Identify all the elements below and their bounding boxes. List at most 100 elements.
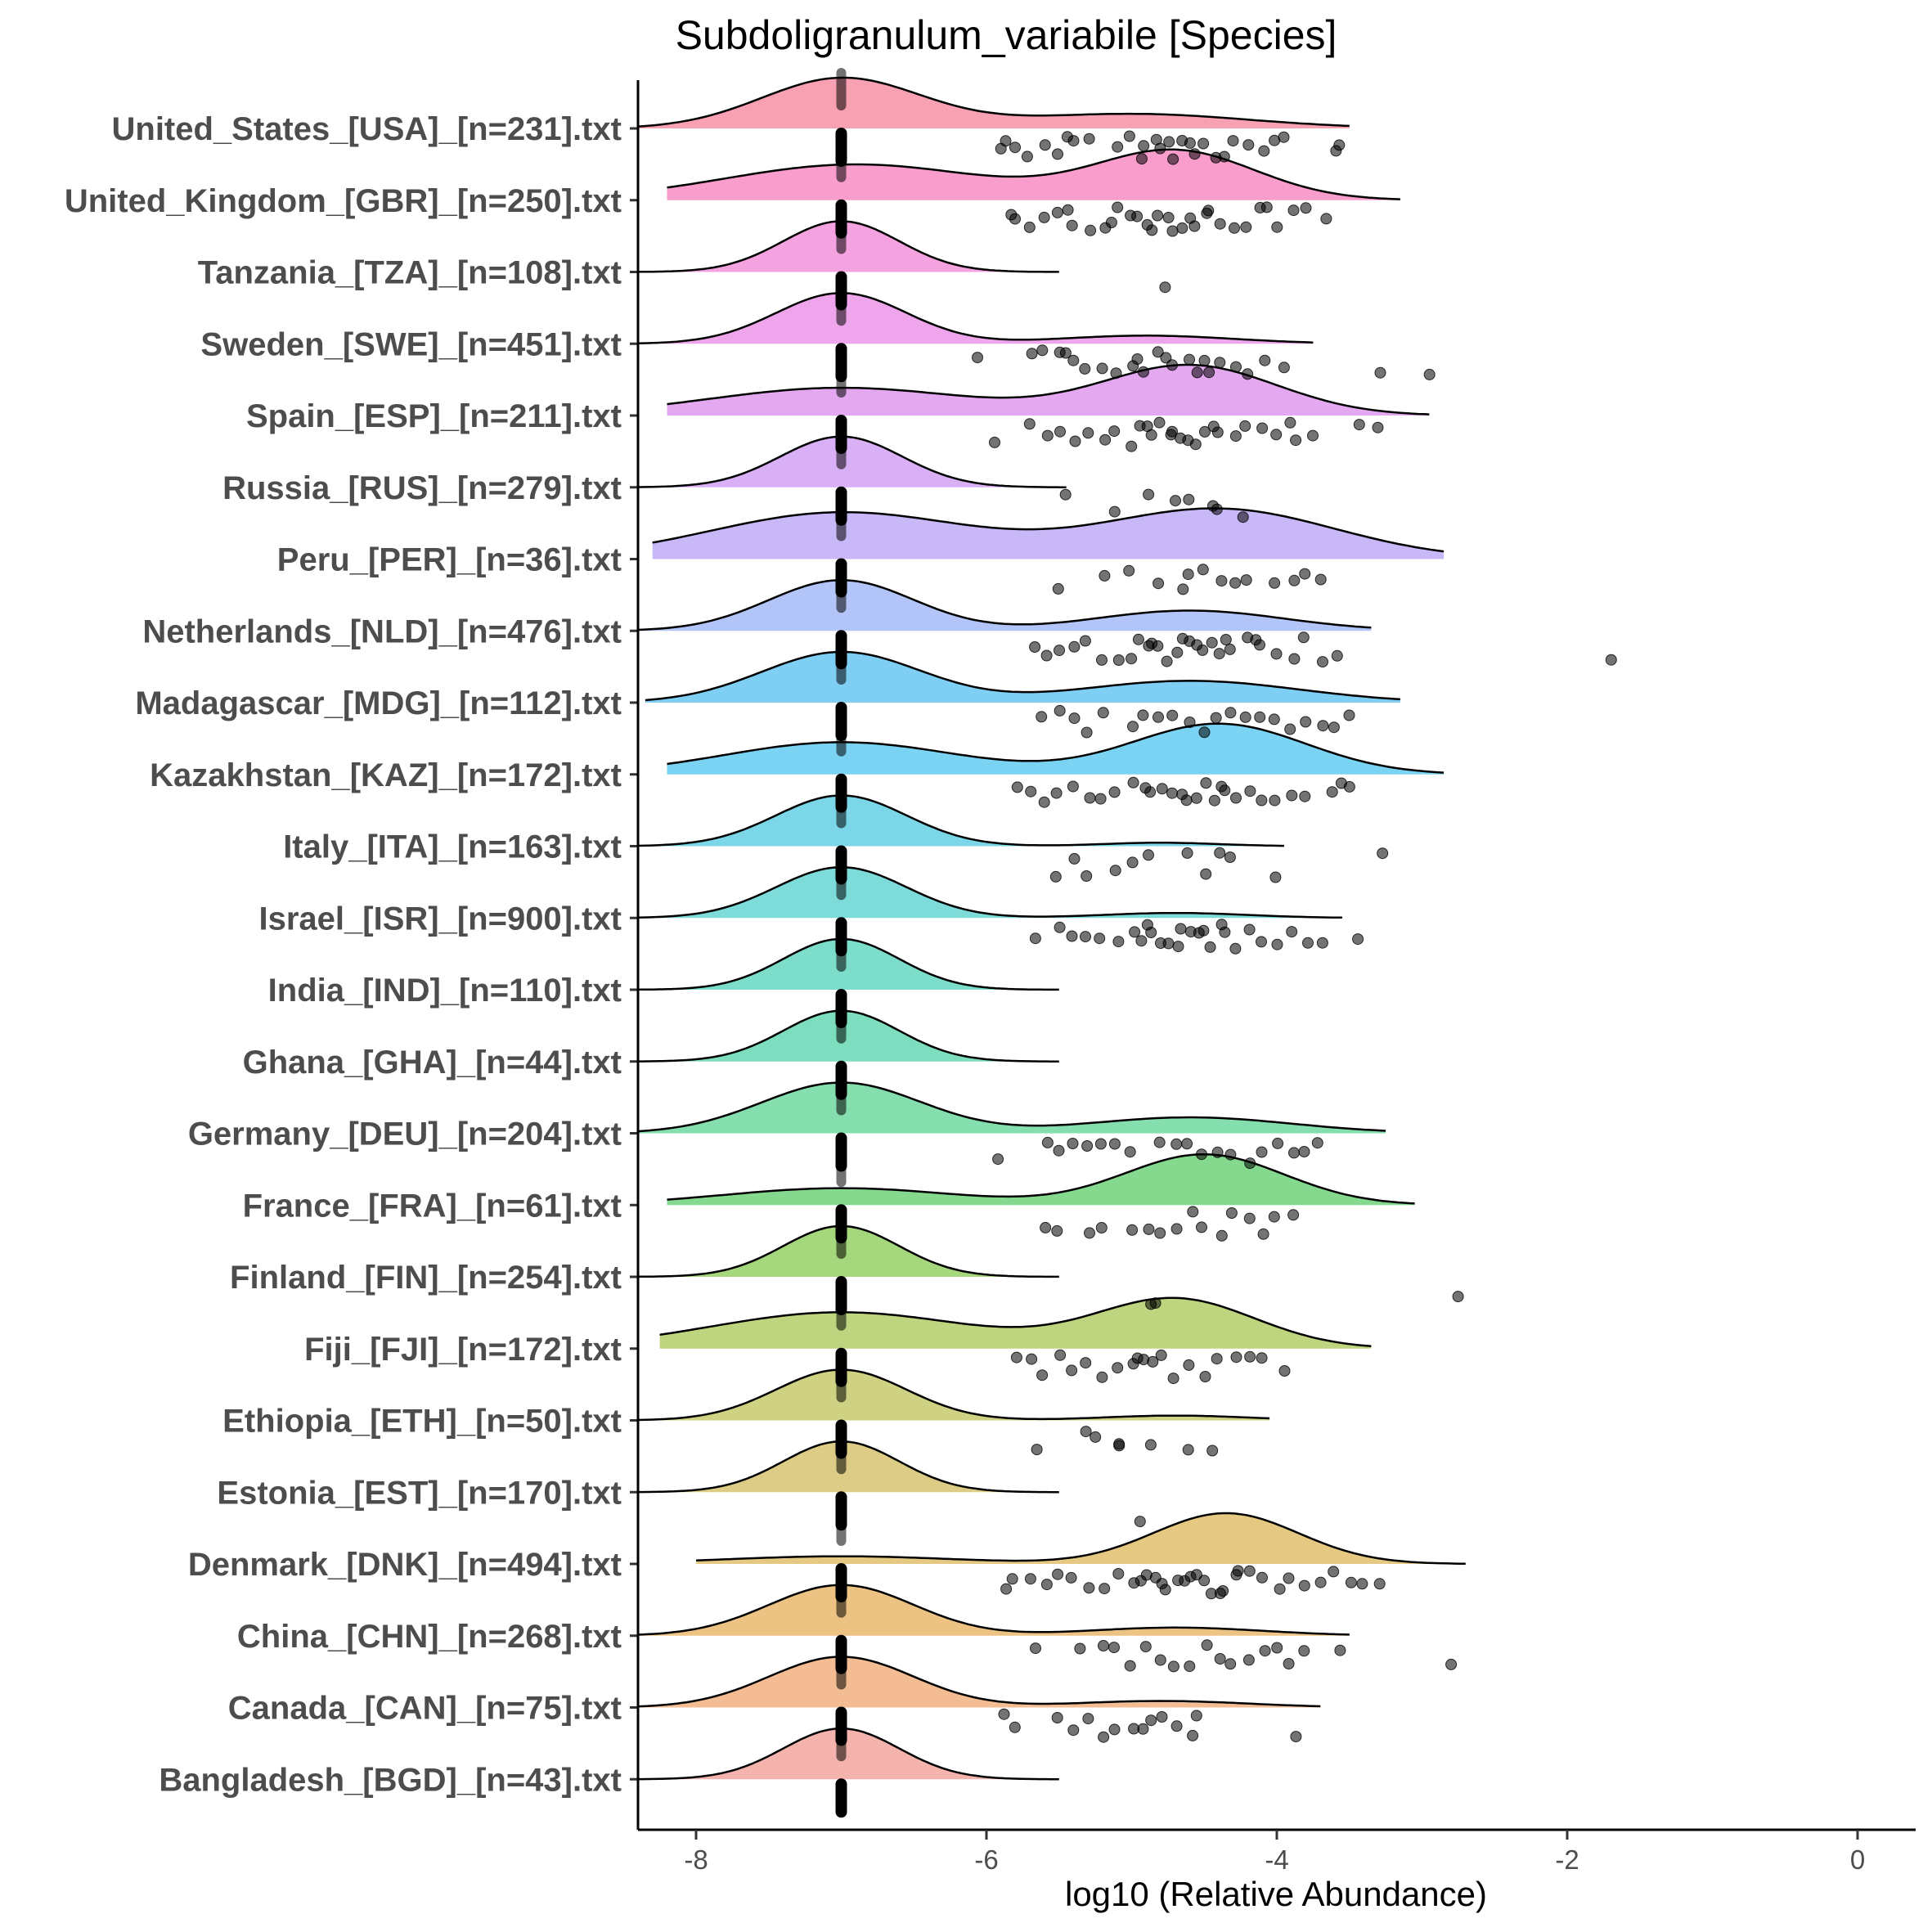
data-point-italy-ita-n-163: [1214, 847, 1226, 859]
data-point-spain-esp-n-211: [1099, 434, 1112, 446]
data-point-germany-deu-n-204: [1094, 1138, 1107, 1150]
y-axis-labels: United_States_[USA]_[n=231].txt United_Ki…: [65, 111, 638, 1798]
data-point-denmark-dnk-n-494: [1256, 1571, 1268, 1584]
y-label-denmark-dnk-n-494: Denmark_[DNK]_[n=494].txt: [188, 1547, 622, 1583]
data-point-france-fra-n-61: [1287, 1209, 1300, 1221]
data-point-germany-deu-n-204: [1256, 1146, 1268, 1158]
data-point-united-states-usa-n-231: [1330, 145, 1342, 157]
data-point-sweden-swe-n-451: [1079, 362, 1091, 375]
data-point-france-fra-n-61: [1243, 1212, 1256, 1224]
data-point-united-states-usa-n-231: [1258, 145, 1270, 157]
data-point-sweden-swe-n-451: [1374, 366, 1386, 379]
y-label-italy-ita-n-163: Italy_[ITA]_[n=163].txt: [283, 829, 622, 865]
data-point-canada-can-n-75: [1190, 1710, 1202, 1722]
data-point-fiji-fji-n-172: [1080, 1357, 1092, 1369]
data-point-kazakhstan-kaz-n-172: [1269, 794, 1281, 806]
x-axis-label: log10 (Relative Abundance): [1065, 1875, 1487, 1913]
data-point-madagascar-mdg-n-112: [1198, 726, 1211, 739]
data-point-ethiopia-eth-n-50: [1090, 1431, 1102, 1443]
data-point-united-states-usa-n-231: [1167, 153, 1179, 165]
data-point-france-fra-n-61: [1126, 1224, 1139, 1236]
data-point-united-states-usa-n-231: [1000, 135, 1012, 147]
data-point-spain-esp-n-211: [1353, 419, 1365, 431]
data-point-united-kingdom-gbr-n-250: [1176, 222, 1188, 234]
y-label-china-chn-n-268: China_[CHN]_[n=268].txt: [237, 1619, 622, 1655]
data-point-netherlands-nld-n-476: [1068, 640, 1081, 653]
data-point-ethiopia-eth-n-50: [1206, 1445, 1219, 1457]
data-point-sweden-swe-n-451: [1242, 368, 1254, 380]
data-point-peru-per-n-36: [1177, 583, 1189, 595]
data-point-germany-deu-n-204: [1311, 1137, 1323, 1149]
data-point-united-states-usa-n-231: [1154, 142, 1166, 155]
data-point-italy-ita-n-163: [1269, 871, 1282, 883]
data-point-netherlands-nld-n-476: [1206, 636, 1218, 649]
data-point-netherlands-nld-n-476: [1126, 653, 1138, 665]
data-point-kazakhstan-kaz-n-172: [1343, 780, 1355, 793]
data-point-ethiopia-eth-n-50: [1031, 1444, 1043, 1456]
data-point-israel-isr-n-900: [1129, 926, 1141, 938]
y-label-madagascar-mdg-n-112: Madagascar_[MDG]_[n=112].txt: [135, 685, 622, 721]
data-point-canada-can-n-75: [1145, 1714, 1157, 1727]
data-point-kazakhstan-kaz-n-172: [1038, 796, 1050, 808]
data-point-united-kingdom-gbr-n-250: [1162, 212, 1175, 223]
data-point-madagascar-mdg-n-112: [1224, 707, 1237, 719]
data-point-peru-per-n-36: [1240, 574, 1252, 586]
data-point-france-fra-n-61: [1040, 1221, 1052, 1233]
data-point-france-fra-n-61: [1143, 1223, 1155, 1235]
data-point-united-states-usa-n-231: [1184, 137, 1196, 149]
data-point-china-chn-n-268: [1283, 1658, 1295, 1669]
data-point-denmark-dnk-n-494: [1283, 1572, 1295, 1584]
data-point-netherlands-nld-n-476: [1297, 631, 1310, 644]
data-point-spain-esp-n-211: [1239, 420, 1251, 432]
data-point-peru-per-n-36: [1215, 575, 1228, 587]
data-point-fiji-fji-n-172: [1054, 1349, 1067, 1361]
data-point-france-fra-n-61: [1154, 1227, 1166, 1239]
density-fill-finland-fin-n-254: [638, 1226, 1059, 1277]
data-point-denmark-dnk-n-494: [1006, 1573, 1018, 1585]
data-point-fiji-fji-n-172: [1167, 1373, 1179, 1385]
data-point-china-chn-n-268: [1167, 1660, 1179, 1673]
data-point-fiji-fji-n-172: [1010, 1351, 1022, 1364]
data-point-canada-can-n-75: [1187, 1729, 1199, 1741]
data-point-germany-deu-n-204: [1153, 1136, 1166, 1148]
density-outline-madagascar-mdg-n-112: [645, 650, 1400, 702]
data-point-israel-isr-n-900: [1054, 921, 1066, 933]
chart-title: Subdoligranulum_variabile [Species]: [676, 12, 1337, 58]
data-point-china-chn-n-268: [1298, 1645, 1310, 1657]
data-point-russia-rus-n-279: [1211, 503, 1223, 515]
data-point-united-kingdom-gbr-n-250: [1260, 201, 1273, 213]
data-point-madagascar-mdg-n-112: [1137, 709, 1149, 721]
data-point-spain-esp-n-211: [989, 436, 1000, 448]
data-point-canada-can-n-75: [1009, 1721, 1021, 1733]
data-point-united-kingdom-gbr-n-250: [1240, 221, 1252, 233]
density-outline-kazakhstan-kaz-n-172: [667, 722, 1445, 774]
data-point-netherlands-nld-n-476: [1096, 654, 1108, 666]
data-point-spain-esp-n-211: [1199, 425, 1211, 438]
data-point-canada-can-n-75: [1051, 1712, 1063, 1723]
data-point-kazakhstan-kaz-n-172: [1244, 785, 1256, 798]
data-point-netherlands-nld-n-476: [1054, 645, 1065, 657]
y-label-bangladesh-bgd-n-43: Bangladesh_[BGD]_[n=43].txt: [159, 1762, 622, 1798]
data-point-peru-per-n-36: [1229, 577, 1242, 589]
data-point-netherlands-nld-n-476: [1224, 643, 1236, 655]
data-point-italy-ita-n-163: [1049, 870, 1062, 883]
data-point-denmark-dnk-n-494: [1190, 1569, 1202, 1581]
data-point-kazakhstan-kaz-n-172: [1144, 786, 1157, 798]
data-point-china-chn-n-268: [1074, 1642, 1086, 1655]
data-point-israel-isr-n-900: [1112, 936, 1125, 948]
data-point-united-states-usa-n-231: [1138, 140, 1150, 152]
data-point-china-chn-n-268: [1098, 1640, 1109, 1651]
density-outline-tanzania-tza-n-108: [637, 220, 1059, 273]
density-fill-spain-esp-n-211: [667, 365, 1430, 416]
data-point-united-states-usa-n-231: [1052, 148, 1063, 160]
data-point-kazakhstan-kaz-n-172: [1067, 780, 1079, 793]
y-label-united-kingdom-gbr-n-250: United_Kingdom_[GBR]_[n=250].txt: [65, 183, 622, 219]
data-point-sweden-swe-n-451: [1036, 344, 1049, 357]
data-point-france-fra-n-61: [1268, 1211, 1280, 1223]
data-point-sweden-swe-n-451: [1152, 346, 1164, 358]
y-label-israel-isr-n-900: Israel_[ISR]_[n=900].txt: [258, 901, 622, 937]
data-point-madagascar-mdg-n-112: [1152, 711, 1164, 723]
data-point-united-states-usa-n-231: [1278, 131, 1290, 143]
density-fill-fiji-fji-n-172: [659, 1297, 1372, 1349]
data-point-israel-isr-n-900: [1286, 926, 1298, 938]
